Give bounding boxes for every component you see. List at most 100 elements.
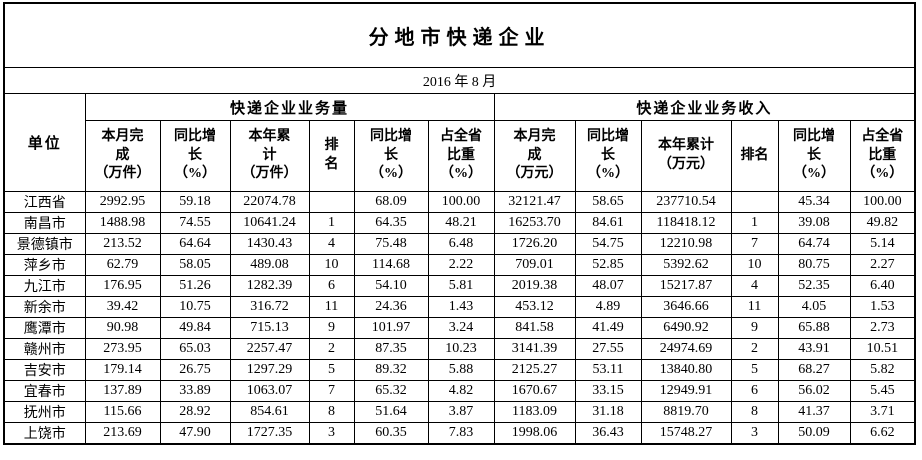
region-cell: 萍乡市 [3, 254, 86, 276]
value-cell: 715.13 [229, 317, 310, 339]
value-cell: 1670.67 [493, 380, 576, 402]
value-cell: 68.27 [777, 359, 851, 381]
value-cell: 3141.39 [493, 338, 576, 360]
value-cell: 3 [308, 422, 355, 445]
column-header-volume-rank: 排 名 [308, 120, 355, 192]
table-row: 江西省 2992.95 59.18 22074.78 68.09 100.00 … [3, 191, 916, 213]
report-period: 2016 年 8 月 [3, 67, 916, 94]
region-cell: 南昌市 [3, 212, 86, 234]
value-cell: 2257.47 [229, 338, 310, 360]
value-cell: 64.74 [777, 233, 851, 255]
value-cell: 114.68 [353, 254, 429, 276]
value-cell: 179.14 [84, 359, 161, 381]
column-header-volume-yoy: 同比增 长 （%） [159, 120, 231, 192]
value-cell: 28.92 [159, 401, 231, 423]
value-cell: 4 [308, 233, 355, 255]
value-cell: 3 [730, 422, 779, 445]
value-cell: 58.05 [159, 254, 231, 276]
table-row: 景德镇市 213.52 64.64 1430.43 4 75.48 6.48 1… [3, 233, 916, 255]
value-cell: 6.62 [849, 422, 916, 445]
value-cell: 49.82 [849, 212, 916, 234]
value-cell: 841.58 [493, 317, 576, 339]
table-row: 鹰潭市 90.98 49.84 715.13 9 101.97 3.24 841… [3, 317, 916, 339]
value-cell: 5.82 [849, 359, 916, 381]
value-cell: 118418.12 [640, 212, 732, 234]
table-row: 新余市 39.42 10.75 316.72 11 24.36 1.43 453… [3, 296, 916, 318]
value-cell: 64.64 [159, 233, 231, 255]
region-cell: 抚州市 [3, 401, 86, 423]
table-row: 南昌市 1488.98 74.55 10641.24 1 64.35 48.21… [3, 212, 916, 234]
value-cell: 74.55 [159, 212, 231, 234]
value-cell: 39.08 [777, 212, 851, 234]
value-cell: 53.11 [574, 359, 642, 381]
group-header-row: 单位 快递企业业务量 快递企业业务收入 [3, 93, 916, 192]
value-cell: 100.00 [849, 191, 916, 213]
revenue-group-header: 快递企业业务收入 [493, 93, 916, 121]
region-cell: 上饶市 [3, 422, 86, 445]
value-cell: 33.89 [159, 380, 231, 402]
value-cell: 16253.70 [493, 212, 576, 234]
value-cell: 8819.70 [640, 401, 732, 423]
value-cell: 5.14 [849, 233, 916, 255]
value-cell: 2 [730, 338, 779, 360]
value-cell: 10.75 [159, 296, 231, 318]
report-table: 分地市快递企业 2016 年 8 月 单位 快递企业业务量 快递企业业务收入 本… [3, 2, 917, 445]
column-header-volume-ytd: 本年累 计 （万件） [229, 120, 310, 192]
value-cell: 4.05 [777, 296, 851, 318]
value-cell: 5 [308, 359, 355, 381]
region-cell: 景德镇市 [3, 233, 86, 255]
value-cell: 12210.98 [640, 233, 732, 255]
column-header-revenue-rank: 排名 [730, 120, 779, 192]
value-cell: 3646.66 [640, 296, 732, 318]
value-cell: 5.45 [849, 380, 916, 402]
column-header-volume-share: 占全省 比重 （%） [427, 120, 495, 192]
value-cell: 90.98 [84, 317, 161, 339]
value-cell: 4 [730, 275, 779, 297]
value-cell: 48.07 [574, 275, 642, 297]
value-cell: 50.09 [777, 422, 851, 445]
value-cell: 52.35 [777, 275, 851, 297]
value-cell: 1488.98 [84, 212, 161, 234]
value-cell: 43.91 [777, 338, 851, 360]
value-cell: 64.35 [353, 212, 429, 234]
value-cell: 6.40 [849, 275, 916, 297]
value-cell: 213.69 [84, 422, 161, 445]
region-cell: 宜春市 [3, 380, 86, 402]
value-cell: 11 [308, 296, 355, 318]
value-cell: 65.88 [777, 317, 851, 339]
value-cell: 101.97 [353, 317, 429, 339]
value-cell: 56.02 [777, 380, 851, 402]
value-cell: 2992.95 [84, 191, 161, 213]
column-header-volume-ytd-yoy: 同比增 长 （%） [353, 120, 429, 192]
value-cell: 273.95 [84, 338, 161, 360]
value-cell: 3.71 [849, 401, 916, 423]
value-cell: 26.75 [159, 359, 231, 381]
value-cell: 24974.69 [640, 338, 732, 360]
value-cell: 3.87 [427, 401, 495, 423]
value-cell: 13840.80 [640, 359, 732, 381]
value-cell: 75.48 [353, 233, 429, 255]
value-cell: 31.18 [574, 401, 642, 423]
value-cell: 10641.24 [229, 212, 310, 234]
value-cell: 7 [730, 233, 779, 255]
column-header-revenue-share: 占全省 比重 （%） [849, 120, 916, 192]
value-cell: 137.89 [84, 380, 161, 402]
value-cell: 5 [730, 359, 779, 381]
value-cell: 10.51 [849, 338, 916, 360]
value-cell: 176.95 [84, 275, 161, 297]
column-header-volume-month: 本月完 成 （万件） [84, 120, 161, 192]
column-header-revenue-ytd: 本年累计 （万元） [640, 120, 732, 192]
column-header-revenue-month: 本月完 成 （万元） [493, 120, 576, 192]
value-cell: 100.00 [427, 191, 495, 213]
value-cell [730, 191, 779, 213]
value-cell: 316.72 [229, 296, 310, 318]
value-cell: 213.52 [84, 233, 161, 255]
table-row: 九江市 176.95 51.26 1282.39 6 54.10 5.81 20… [3, 275, 916, 297]
column-header-row: 本月完 成 （万件） 同比增 长 （%） 本年累 计 （万件） 排 名 同比增 … [4, 120, 916, 192]
value-cell: 1297.29 [229, 359, 310, 381]
value-cell: 6 [730, 380, 779, 402]
value-cell: 2.73 [849, 317, 916, 339]
table-row: 吉安市 179.14 26.75 1297.29 5 89.32 5.88 21… [3, 359, 916, 381]
region-cell: 九江市 [3, 275, 86, 297]
region-cell: 新余市 [3, 296, 86, 318]
